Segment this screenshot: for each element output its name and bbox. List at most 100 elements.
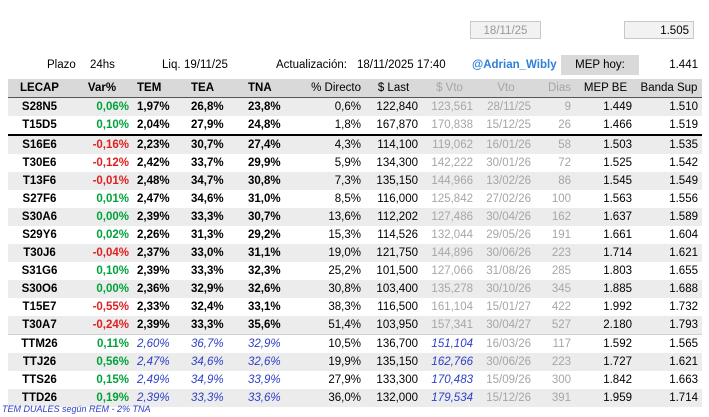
tna-cell: 31,1%: [244, 244, 300, 262]
tna-cell: 30,7%: [244, 208, 300, 226]
tem-cell: 2,04%: [137, 119, 170, 131]
tem-cell: 2,26%: [137, 229, 170, 241]
vto-date-cell: 27/02/26: [486, 193, 531, 205]
update-value: 18/11/2025 17:40: [357, 59, 446, 71]
table-row[interactable]: TTJ26 0,56% 2,47% 34,6% 32,6% 19,9% 135,150 162…: [8, 353, 702, 371]
table-row[interactable]: T13F6 -0,01% 2,48% 34,7% 30,8% 7,3% 135,150 144…: [8, 172, 702, 190]
ticker-cell: TTJ26: [8, 353, 71, 371]
table-row[interactable]: TTS26 0,15% 2,49% 34,9% 33,9% 27,9% 133,300 170…: [8, 371, 702, 389]
banda-sup-cell: 1.549: [636, 172, 702, 190]
mep-label: MEP hoy:: [561, 55, 639, 75]
mep-be-cell: 1.959: [575, 389, 636, 407]
last-cell: 133,300: [376, 374, 418, 386]
directo-cell: 5,9%: [334, 157, 361, 169]
ticker-cell: TTM26: [8, 334, 71, 353]
banda-sup-cell: 1.535: [636, 134, 702, 154]
twitter-handle[interactable]: @Adrian_Wibly: [472, 59, 557, 71]
directo-cell: 7,3%: [300, 172, 365, 190]
banda-sup-cell: 1.565: [636, 334, 702, 353]
var-cell: 0,00%: [71, 208, 133, 226]
tem-cell: 2,47%: [137, 193, 170, 205]
var-cell: -0,16%: [71, 134, 133, 154]
mep-be-cell: 1.466: [603, 119, 632, 131]
dias-cell: 9: [535, 97, 575, 116]
table-row[interactable]: TTM26 0,11% 2,60% 36,7% 32,9% 10,5% 136,700 151…: [8, 334, 702, 353]
table-row[interactable]: T15E7 -0,55% 2,33% 32,4% 33,1% 38,3% 116,500 16…: [8, 298, 702, 316]
last-cell: 103,950: [365, 316, 422, 335]
table-row[interactable]: T30E6 -0,12% 2,42% 33,7% 29,9% 5,9% 134,300 142…: [8, 154, 702, 172]
dias-cell: 86: [535, 172, 575, 190]
ticker-cell: S27F6: [22, 193, 57, 205]
mep-be-cell: 1.592: [575, 334, 636, 353]
table-row[interactable]: T30J6 -0,04% 2,37% 33,0% 31,1% 19,0% 121,750 14…: [8, 244, 702, 262]
vto-price-cell: 157,341: [422, 316, 477, 335]
vto-date-cell: 30/06/26: [477, 244, 535, 262]
last-cell: 134,300: [376, 157, 418, 169]
col-directo: % Directo: [300, 79, 365, 98]
directo-cell: 51,4%: [300, 316, 365, 335]
col-tem: TEM: [133, 79, 187, 98]
tea-cell: 31,3%: [191, 229, 224, 241]
plazo-label: Plazo: [47, 59, 76, 71]
dias-cell: 58: [535, 134, 575, 154]
col-vto-price: $ Vto: [422, 79, 477, 98]
lecap-table: LECAP Var% TEM TEA TNA % Directo $ Last …: [8, 79, 702, 407]
vto-date-cell: 15/12/26: [477, 389, 535, 407]
ticker-cell: S29Y6: [22, 229, 57, 241]
tea-cell: 34,7%: [187, 172, 244, 190]
info-bar: Plazo 24hs Liq. 19/11/25 Actualización: …: [8, 55, 702, 75]
banda-sup-cell: 1.732: [669, 301, 698, 313]
tea-cell: 26,8%: [187, 97, 244, 116]
vto-price-cell: 119,062: [422, 134, 477, 154]
tna-cell: 30,8%: [244, 172, 300, 190]
table-row[interactable]: T30A7 -0,24% 2,39% 33,3% 35,6% 51,4% 103,950 15…: [8, 316, 702, 335]
mep-be-cell: 1.992: [603, 301, 632, 313]
col-lecap: LECAP: [8, 79, 71, 98]
mep-be-cell: 1.525: [603, 157, 632, 169]
vto-price-cell: 135,278: [422, 280, 477, 298]
table-row[interactable]: S28N5 0,06% 1,97% 26,8% 23,8% 0,6% 122,840 123,…: [8, 97, 702, 116]
last-cell: 167,870: [376, 119, 418, 131]
ticker-cell: S30A6: [8, 208, 71, 226]
table-row[interactable]: T15D5 0,10% 2,04% 27,9% 24,8% 1,8% 167,870 170,…: [8, 116, 702, 135]
table-row[interactable]: TTD26 0,19% 2,39% 33,3% 33,6% 36,0% 132,000 179…: [8, 389, 702, 407]
vto-price-cell: 132,044: [431, 229, 473, 241]
vto-price-cell: 144,896: [422, 244, 477, 262]
vto-date-cell: 30/06/26: [477, 353, 535, 371]
vto-date-cell: 13/02/26: [477, 172, 535, 190]
mep-be-cell: 1.449: [575, 97, 636, 116]
banda-sup-cell: 1.655: [669, 265, 698, 277]
dias-cell: 527: [535, 316, 575, 335]
table-row[interactable]: S31G6 0,10% 2,39% 33,3% 32,3% 25,2% 101,500 127…: [8, 262, 702, 280]
tem-cell: 1,97%: [133, 97, 187, 116]
tem-cell: 2,39%: [133, 208, 187, 226]
tna-cell: 23,8%: [244, 97, 300, 116]
tea-cell: 27,9%: [191, 119, 224, 131]
last-cell: 103,400: [365, 280, 422, 298]
tem-cell: 2,42%: [137, 157, 170, 169]
vto-date-cell: 16/01/26: [477, 134, 535, 154]
plazo-value: 24hs: [90, 59, 115, 71]
table-row[interactable]: S27F6 0,01% 2,47% 34,6% 31,0% 8,5% 116,000 125,…: [8, 190, 702, 208]
vto-date-cell: 15/01/27: [486, 301, 531, 313]
col-tna: TNA: [244, 79, 300, 98]
footnote: TEM DUALES según REM - 2% TNA: [2, 404, 151, 414]
table-row[interactable]: S30O6 0,00% 2,36% 32,9% 32,6% 30,8% 103,400 135…: [8, 280, 702, 298]
ticker-cell: T30E6: [22, 157, 57, 169]
directo-cell: 15,3%: [328, 229, 361, 241]
var-cell: -0,01%: [71, 172, 133, 190]
vto-date-cell: 29/05/26: [486, 229, 531, 241]
var-cell: 0,06%: [71, 97, 133, 116]
table-row[interactable]: S16E6 -0,16% 2,23% 30,7% 27,4% 4,3% 114,100 119…: [8, 134, 702, 154]
col-vto: Vto: [477, 79, 535, 98]
var-cell: 0,01%: [96, 193, 129, 205]
vto-date-cell: 28/11/25: [477, 97, 535, 116]
directo-cell: 36,0%: [300, 389, 365, 407]
vto-price-cell: 127,066: [431, 265, 473, 277]
vto-price-cell: 170,838: [431, 119, 473, 131]
vto-price-cell: 127,486: [422, 208, 477, 226]
table-row[interactable]: S29Y6 0,02% 2,26% 31,3% 29,2% 15,3% 114,526 132…: [8, 226, 702, 244]
table-row[interactable]: S30A6 0,00% 2,39% 33,3% 30,7% 13,6% 112,202 127…: [8, 208, 702, 226]
banda-sup-cell: 1.663: [669, 374, 698, 386]
ticker-cell: S16E6: [8, 134, 71, 154]
